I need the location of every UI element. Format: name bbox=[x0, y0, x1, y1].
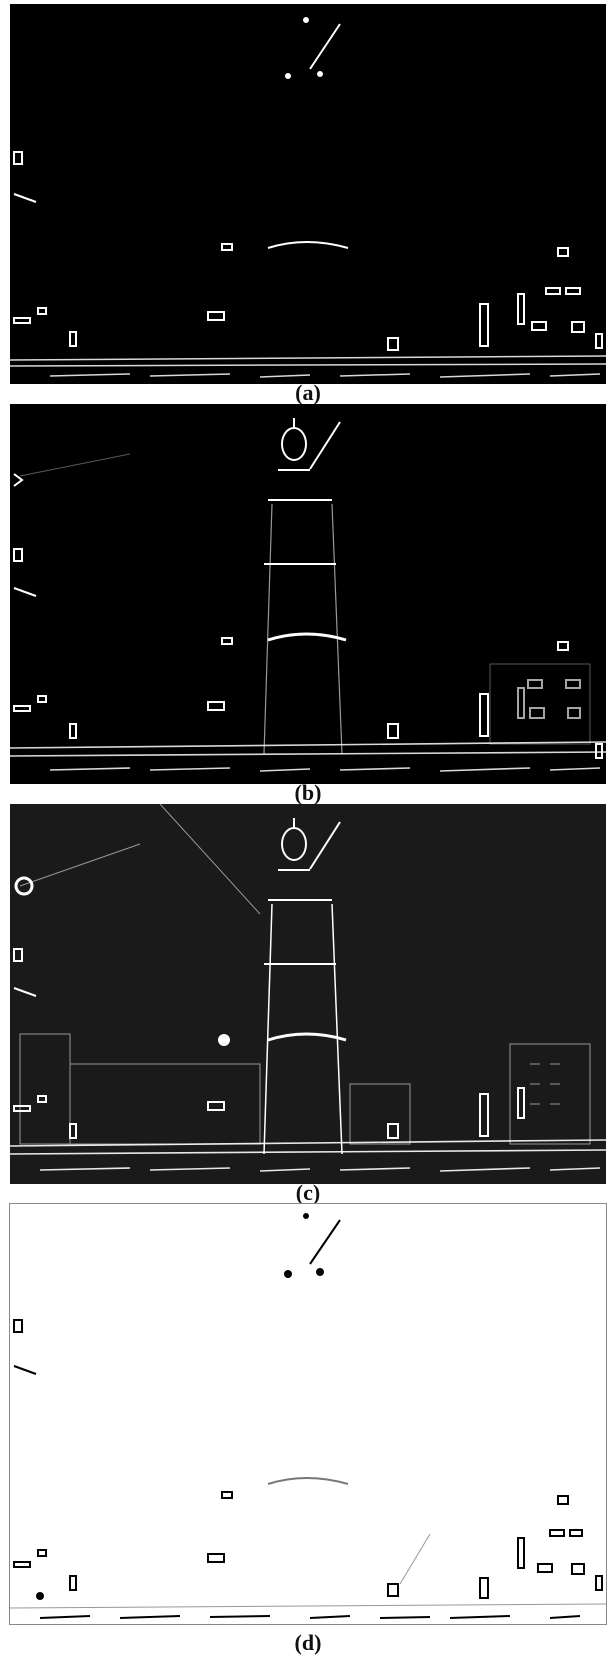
panel-c-image bbox=[10, 804, 606, 1184]
caption-a: (a) bbox=[295, 380, 321, 405]
caption-d: (d) bbox=[294, 1630, 322, 1655]
panel-a-image bbox=[10, 4, 606, 384]
edge-map-b bbox=[10, 404, 606, 784]
panel-b-image bbox=[10, 404, 606, 784]
caption-c: (c) bbox=[295, 1180, 321, 1205]
caption-b: (b) bbox=[294, 780, 322, 805]
edge-map-a bbox=[10, 4, 606, 384]
edge-map-d bbox=[10, 1204, 606, 1624]
panel-d-image bbox=[9, 1203, 607, 1625]
edge-map-c bbox=[10, 804, 606, 1184]
